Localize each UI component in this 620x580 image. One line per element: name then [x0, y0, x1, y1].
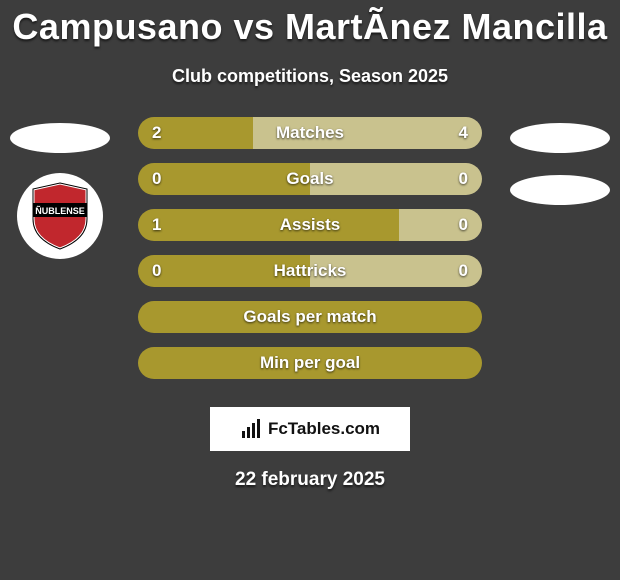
bar-value-left: 1: [152, 215, 161, 235]
svg-text:ÑUBLENSE: ÑUBLENSE: [35, 206, 85, 216]
player-right-column: [500, 117, 620, 205]
bar-value-right: 0: [459, 169, 468, 189]
player-left-column: ÑUBLENSE: [0, 117, 120, 259]
bar-segment-right: [253, 117, 482, 149]
shield-icon: ÑUBLENSE: [29, 181, 91, 251]
bar-row: 24Matches: [138, 117, 482, 149]
bar-value-right: 4: [459, 123, 468, 143]
bar-value-right: 0: [459, 215, 468, 235]
branding-badge: FcTables.com: [210, 407, 410, 451]
player-left-club-logo: ÑUBLENSE: [17, 173, 103, 259]
bar-list: 24Matches00Goals10Assists00HattricksGoal…: [138, 117, 482, 379]
player-right-avatar-ellipse: [510, 123, 610, 153]
bar-segment-right: [399, 209, 482, 241]
comparison-chart: ÑUBLENSE 24Matches00Goals10Assists00Hatt…: [0, 117, 620, 397]
player-right-club-ellipse: [510, 175, 610, 205]
bar-row: 00Hattricks: [138, 255, 482, 287]
bar-value-left: 0: [152, 169, 161, 189]
bar-row: 00Goals: [138, 163, 482, 195]
bar-value-right: 0: [459, 261, 468, 281]
chart-icon: [240, 418, 262, 440]
bar-row: Goals per match: [138, 301, 482, 333]
date-text: 22 february 2025: [0, 469, 620, 491]
bar-segment-left: [138, 255, 310, 287]
bar-segment-right: [310, 163, 482, 195]
bar-segment-right: [310, 255, 482, 287]
bar-segment-left: [138, 163, 310, 195]
bar-row: 10Assists: [138, 209, 482, 241]
page-subtitle: Club competitions, Season 2025: [0, 66, 620, 87]
bar-full: [138, 347, 482, 379]
bar-row: Min per goal: [138, 347, 482, 379]
page-title: Campusano vs MartÃ­nez Mancilla: [0, 0, 620, 48]
player-left-avatar-ellipse: [10, 123, 110, 153]
bar-segment-left: [138, 209, 399, 241]
bar-value-left: 2: [152, 123, 161, 143]
bar-full: [138, 301, 482, 333]
bar-value-left: 0: [152, 261, 161, 281]
branding-text: FcTables.com: [268, 419, 380, 439]
